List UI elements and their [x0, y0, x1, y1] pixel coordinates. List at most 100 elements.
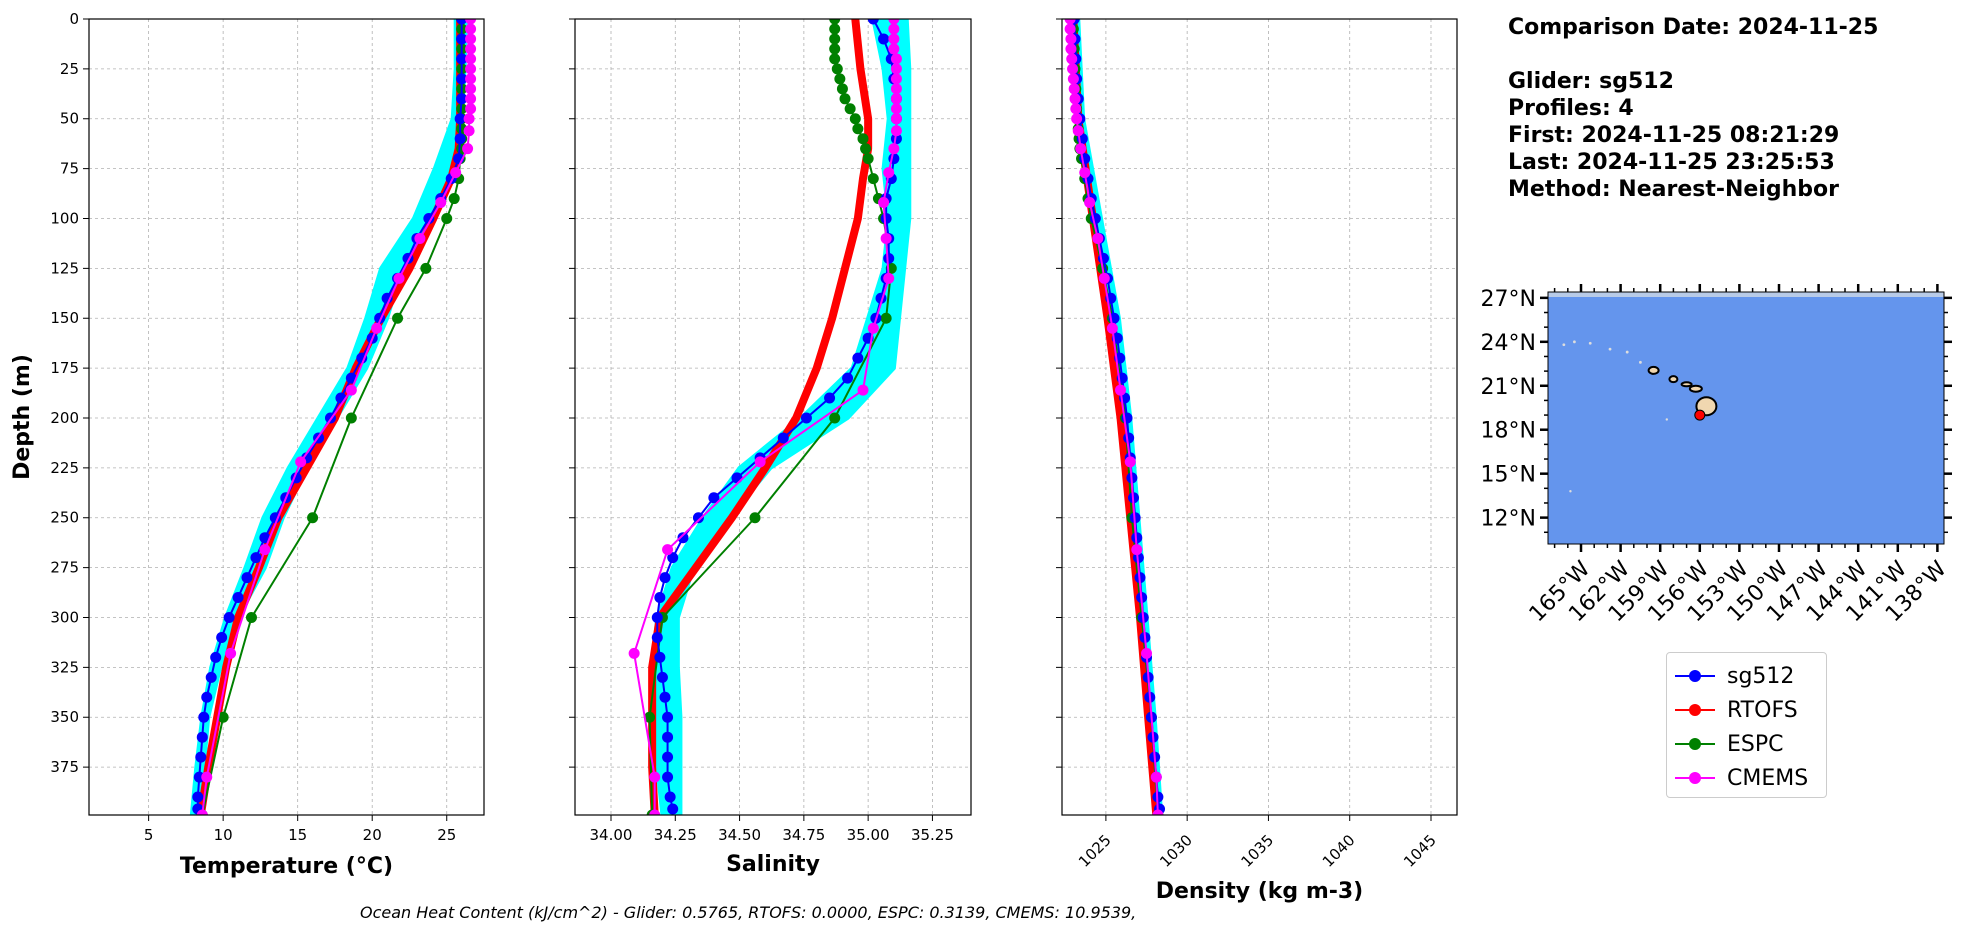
series-point-sg512 — [651, 631, 663, 643]
y-tick-label: 250 — [50, 509, 79, 527]
y-tick-label: 150 — [50, 309, 79, 327]
series-point-cmems — [1150, 771, 1162, 783]
series-point-cmems — [1084, 197, 1096, 209]
series-point-sg512 — [662, 731, 674, 743]
series-point-sg512 — [659, 691, 671, 703]
series-point-sg512 — [654, 592, 666, 604]
series-point-espc — [644, 711, 656, 723]
series-point-espc — [860, 143, 872, 155]
series-point-cmems — [1067, 63, 1079, 75]
series-point-cmems — [890, 113, 902, 125]
series-point-espc — [217, 711, 229, 723]
series-point-espc — [307, 512, 319, 524]
series-point-cmems — [371, 322, 383, 334]
series-point-cmems — [435, 197, 447, 209]
series-point-sg512 — [777, 432, 789, 444]
y-tick-label: 300 — [50, 608, 79, 626]
x-tick-label: 25 — [437, 826, 456, 844]
series-point-sg512 — [662, 771, 674, 783]
y-tick-label: 0 — [69, 10, 79, 28]
series-point-espc — [857, 133, 869, 145]
y-tick-label: 375 — [50, 758, 79, 776]
panel-salinity: 34.00 34.25 34.50 34.75 35.00 35.25 Salinity — [569, 18, 972, 877]
series-point-cmems — [465, 33, 477, 45]
series-point-sg512 — [198, 711, 210, 723]
series-point-sg512 — [454, 133, 466, 145]
series-point-cmems — [890, 53, 902, 65]
series-point-cmems — [1065, 43, 1077, 55]
series-point-cmems — [465, 73, 477, 85]
series-point-espc — [862, 153, 874, 165]
series-point-cmems — [1131, 544, 1143, 556]
series-point-sg512 — [878, 33, 890, 45]
series-point-cmems — [883, 272, 895, 284]
series-point-espc — [844, 103, 856, 115]
y-tick-label: 200 — [50, 409, 79, 427]
map-frame — [1547, 291, 1945, 545]
series-point-cmems — [1098, 272, 1110, 284]
series-point-espc — [880, 312, 892, 324]
y-tick-label: 325 — [50, 658, 79, 676]
series-point-espc — [829, 23, 841, 35]
series-point-sg512 — [800, 412, 812, 424]
panel-density: 1025 1030 1035 1040 1045 Density (kg m-3) — [1056, 18, 1458, 904]
series-point-espc — [749, 512, 761, 524]
last-time: Last: 2024-11-25 23:25:53 — [1508, 150, 1835, 175]
series-point-espc — [441, 212, 453, 224]
x-tick-label: 34.50 — [718, 826, 761, 844]
series-point-cmems — [465, 83, 477, 95]
lat-tick-label: 15°N — [1481, 463, 1536, 488]
series-point-espc — [839, 93, 851, 105]
series-point-cmems — [1124, 456, 1136, 468]
series-point-cmems — [345, 384, 357, 396]
series-point-cmems — [1066, 53, 1078, 65]
series-point-espc — [834, 73, 846, 85]
glider-raw-envelope — [650, 19, 912, 815]
legend-label: RTOFS — [1727, 697, 1798, 723]
legend-swatch — [1675, 771, 1715, 785]
info-panel: Comparison Date: 2024-11-25 Glider: sg51… — [1508, 14, 1878, 203]
x-tick-label: 1045 — [1400, 831, 1440, 871]
legend-label: CMEMS — [1727, 765, 1809, 791]
glider-name: Glider: sg512 — [1508, 69, 1674, 94]
x-tick-label: 1035 — [1238, 831, 1278, 871]
y-tick-label: 275 — [50, 559, 79, 577]
x-tick-label: 34.25 — [654, 826, 697, 844]
y-tick-label: 225 — [50, 459, 79, 477]
series-point-cmems — [890, 93, 902, 105]
series-point-espc — [345, 412, 357, 424]
series-line-espc — [648, 19, 893, 815]
series-point-sg512 — [241, 572, 253, 584]
series-point-sg512 — [731, 472, 743, 484]
island-oahu — [1668, 375, 1679, 384]
y-tick-label: 175 — [50, 359, 79, 377]
series-point-sg512 — [456, 53, 468, 65]
islet — [1665, 418, 1669, 421]
x-tick-label: 20 — [363, 826, 382, 844]
series-point-sg512 — [883, 252, 895, 264]
legend-item-cmems: CMEMS — [1675, 761, 1818, 795]
series-point-sg512 — [667, 552, 679, 564]
series-point-cmems — [465, 93, 477, 105]
series-point-sg512 — [216, 631, 228, 643]
series-point-espc — [420, 262, 432, 274]
series-point-espc — [867, 173, 879, 185]
legend-label: ESPC — [1727, 731, 1784, 757]
x-tick-label: 5 — [144, 826, 154, 844]
series-point-espc — [849, 113, 861, 125]
panel-temperature: 0 25 50 75 100 125 150 175 200 225 250 275 300 325 350… — [10, 10, 485, 879]
series-point-sg512 — [201, 691, 213, 703]
series-point-espc — [829, 43, 841, 55]
island-maui — [1688, 384, 1703, 393]
x-tick-label: 10 — [214, 826, 233, 844]
series-line-rtofs — [648, 19, 873, 815]
series-point-sg512 — [824, 392, 836, 404]
series-point-espc — [836, 83, 848, 95]
series-point-espc — [392, 312, 404, 324]
series-point-cmems — [878, 197, 890, 209]
series-point-sg512 — [456, 93, 468, 105]
island-molokai — [1680, 381, 1693, 388]
series-point-espc — [831, 63, 843, 75]
series-point-sg512 — [842, 372, 854, 384]
